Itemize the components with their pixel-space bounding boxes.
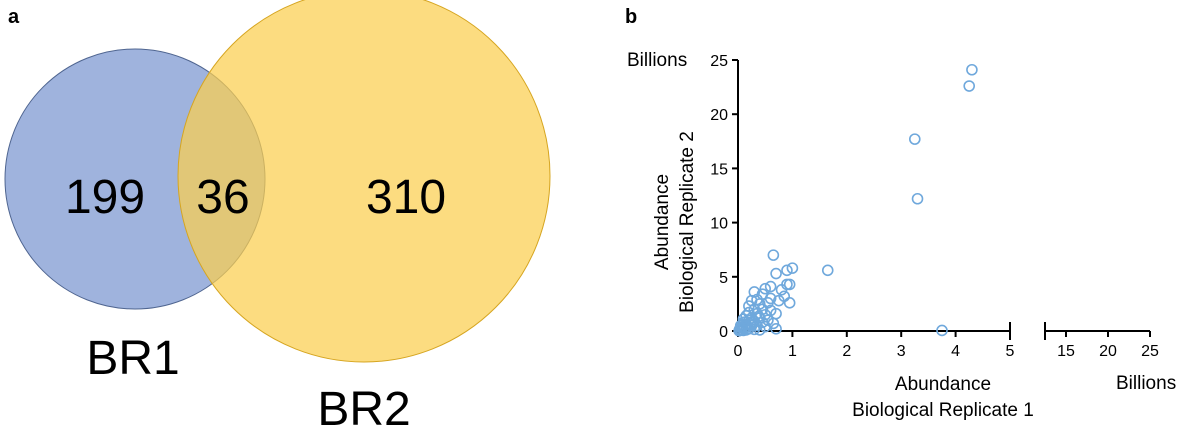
data-point [783,278,796,291]
x-unit-label: Billions [1116,373,1176,394]
y-tick-label: 20 [710,107,728,124]
data-point [772,294,785,307]
x-tick-label: 1 [788,343,797,360]
data-point [770,323,782,335]
y-tick-label: 25 [710,53,728,70]
data-point [966,63,978,76]
data-point [759,282,772,295]
x-tick-label: 3 [897,343,906,360]
y-axis-title-line-1: Abundance [652,174,673,270]
venn-count-intersection: 36 [196,171,249,224]
x-tick-label: 20 [1099,343,1117,360]
data-point [764,280,777,293]
venn-diagram: 199 36 310 BR1 BR2 [4,0,551,433]
data-point [753,324,766,336]
venn-set-label-br2: BR2 [317,383,410,433]
data-point [736,318,749,331]
x-tick-label: 5 [1006,343,1015,360]
venn-count-br2-only: 310 [366,171,446,224]
x-axis: 0 1 2 3 4 5 15 20 25 [734,322,1159,360]
y-tick-label: 0 [719,324,728,341]
y-tick-label: 10 [710,216,728,233]
x-tick-label: 0 [734,343,743,360]
data-point [783,297,796,309]
y-unit-label: Billions [627,50,687,71]
x-axis-title-line-1: Abundance [895,374,991,395]
x-tick-label: 2 [842,343,851,360]
data-point [936,324,948,337]
y-tick-label: 15 [710,161,728,178]
data-point [821,264,834,277]
panel-label-b: b [625,6,638,28]
y-axis: 0 5 10 15 20 25 [710,53,739,341]
data-point [911,192,924,205]
scatter-plot: 0 5 10 15 20 25 0 1 2 3 4 5 15 20 25 Billions Billion… [627,50,1176,421]
x-tick-label: 25 [1141,343,1159,360]
data-point [752,310,765,323]
data-point [737,313,750,325]
x-axis-title-line-2: Biological Replicate 1 [852,400,1034,421]
y-axis-title-line-2: Biological Replicate 2 [677,131,698,313]
data-points [733,63,978,337]
data-point [908,133,921,145]
panel-label-a: a [8,6,20,28]
data-point [963,80,976,92]
data-point [770,267,782,280]
data-point [775,284,788,296]
data-point [781,264,793,277]
y-tick-label: 5 [719,270,728,287]
data-point [767,249,780,261]
venn-circle-br2 [177,0,551,363]
data-point [786,262,799,274]
x-tick-label: 15 [1057,343,1075,360]
venn-count-br1-only: 199 [65,171,145,224]
venn-set-label-br1: BR1 [86,332,179,385]
x-tick-label: 4 [951,343,960,360]
